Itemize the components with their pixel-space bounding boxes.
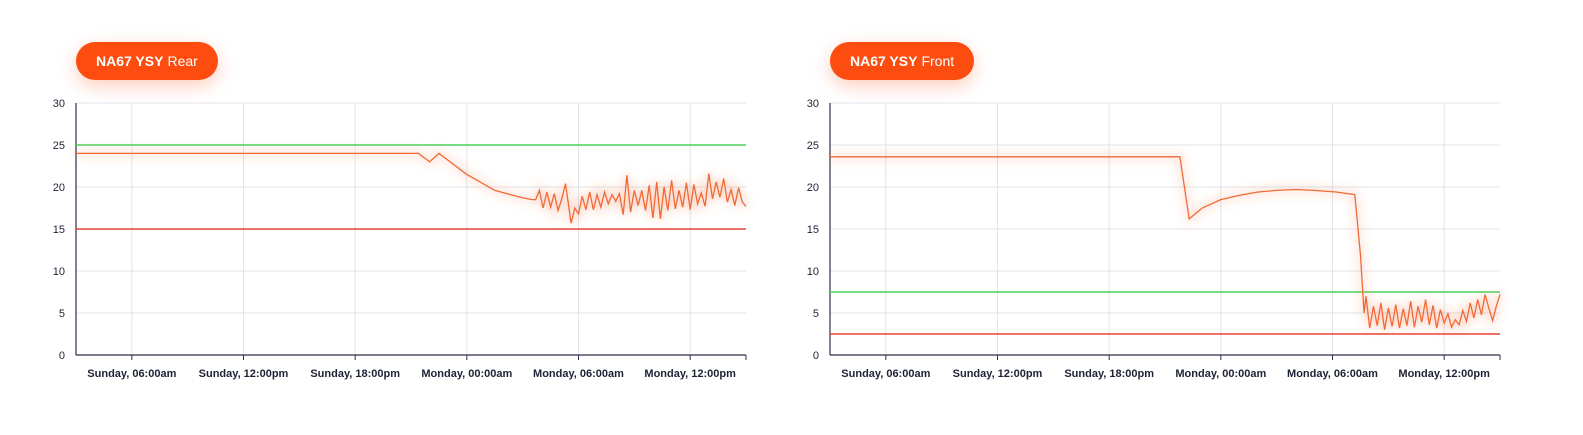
vehicle-pill-front[interactable]: NA67 YSY Front xyxy=(830,42,975,80)
y-tick-label: 5 xyxy=(813,308,819,320)
y-tick-label: 15 xyxy=(53,224,65,236)
vehicle-registration: NA67 YSY xyxy=(850,53,918,69)
x-tick-label: Monday, 12:00pm xyxy=(1398,368,1490,380)
x-tick-label: Sunday, 06:00am xyxy=(841,368,930,380)
y-tick-label: 30 xyxy=(807,98,819,110)
series-line-glow xyxy=(76,149,749,224)
y-tick-label: 30 xyxy=(53,98,65,110)
front-tyre-chart: 0 5 10 15 20 25 30 Sunday, 06:00am Sunday, 12:00… xyxy=(807,98,1503,380)
y-tick-label: 10 xyxy=(53,266,65,278)
x-tick-label: Monday, 06:00am xyxy=(533,368,624,380)
series-line xyxy=(76,152,747,224)
y-tick-label: 0 xyxy=(813,350,819,362)
x-tick-label: Sunday, 06:00am xyxy=(87,368,176,380)
x-tick-label: Monday, 06:00am xyxy=(1287,368,1378,380)
tyre-position: Rear xyxy=(167,53,198,69)
y-tick-label: 5 xyxy=(59,308,65,320)
tyre-position: Front xyxy=(921,53,955,69)
y-tick-label: 20 xyxy=(53,182,65,194)
y-tick-label: 25 xyxy=(53,140,65,152)
x-tick-label: Sunday, 12:00pm xyxy=(199,368,289,380)
x-tick-label: Sunday, 12:00pm xyxy=(953,368,1043,380)
x-tick-label: Monday, 00:00am xyxy=(421,368,512,380)
x-tick-label: Monday, 12:00pm xyxy=(644,368,736,380)
y-tick-label: 20 xyxy=(807,182,819,194)
x-tick-label: Monday, 00:00am xyxy=(1175,368,1266,380)
x-tick-label: Sunday, 18:00pm xyxy=(310,368,400,380)
y-tick-label: 15 xyxy=(807,224,819,236)
front-tyre-chart-panel: 0 5 10 15 20 25 30 Sunday, 06:00am Sunday, 12:00… xyxy=(754,0,1514,435)
vehicle-pill-rear[interactable]: NA67 YSY Rear xyxy=(76,42,218,80)
rear-tyre-chart-panel: 0 5 10 15 20 25 30 Sunday, 06:00am Sunday, 12:00… xyxy=(0,0,760,435)
x-tick-label: Sunday, 18:00pm xyxy=(1064,368,1154,380)
series-line-glow xyxy=(830,153,1503,336)
vehicle-registration: NA67 YSY xyxy=(96,53,164,69)
y-tick-label: 10 xyxy=(807,266,819,278)
y-tick-label: 0 xyxy=(59,350,65,362)
rear-tyre-chart: 0 5 10 15 20 25 30 Sunday, 06:00am Sunday, 12:00… xyxy=(53,98,749,380)
series-line xyxy=(830,156,1501,330)
y-tick-label: 25 xyxy=(807,140,819,152)
